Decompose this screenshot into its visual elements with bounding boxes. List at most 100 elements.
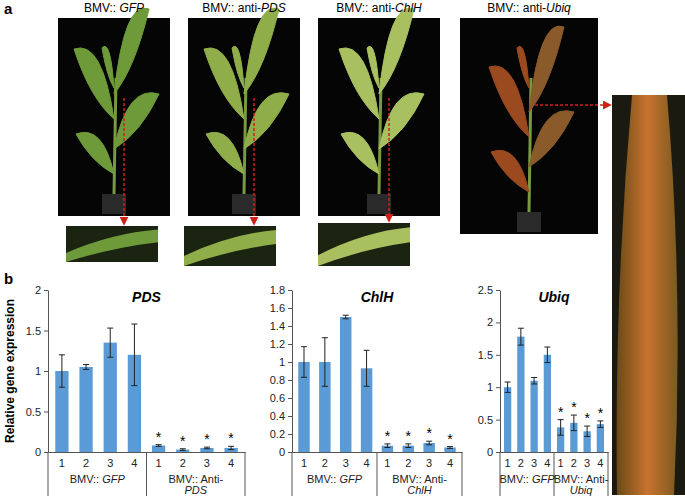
error-bar-line xyxy=(107,357,113,358)
group-separator xyxy=(292,452,293,496)
pot xyxy=(102,194,126,214)
error-bar-line xyxy=(303,347,304,378)
tick-label: 4 xyxy=(447,457,453,469)
error-bar-line xyxy=(86,365,87,370)
group-separator xyxy=(462,452,463,496)
leaf xyxy=(379,8,414,94)
stem xyxy=(379,78,381,194)
error-bar xyxy=(204,447,210,449)
error-bar-line xyxy=(384,447,390,448)
error-bar-line xyxy=(560,420,561,436)
tick-mark xyxy=(44,290,48,291)
leaf xyxy=(244,93,289,149)
error-bar-line xyxy=(59,354,65,355)
tick: 3 xyxy=(426,457,432,469)
axis-line xyxy=(48,291,49,453)
error-bar-line xyxy=(324,338,325,387)
y-axis: 00.511.522.5 xyxy=(478,284,501,458)
error-bar xyxy=(384,444,390,448)
group-label: BMV:: GFP xyxy=(499,473,555,485)
leaf xyxy=(367,46,379,88)
tick-mark xyxy=(44,452,48,453)
tick: 1 xyxy=(156,457,162,469)
error-bar-line xyxy=(534,377,535,383)
tick-label: 0.5 xyxy=(26,406,41,418)
error-bar-line xyxy=(408,444,409,448)
bar xyxy=(200,448,213,452)
stem xyxy=(114,78,116,194)
tick-label: 1 xyxy=(59,457,65,469)
tick-label: 0 xyxy=(279,446,285,458)
bar xyxy=(444,448,455,453)
error-bar-line xyxy=(587,426,588,436)
error-bar-line xyxy=(518,328,524,329)
pot xyxy=(367,194,391,214)
leaf xyxy=(341,132,379,174)
error-bar xyxy=(518,328,524,345)
photo-background xyxy=(58,18,170,216)
tick-label: 2 xyxy=(571,457,577,469)
error-bar-line xyxy=(301,377,307,378)
error-bar xyxy=(447,447,453,449)
error-bar-line xyxy=(83,364,89,365)
error-bar xyxy=(531,377,537,383)
tick: 4 xyxy=(228,457,234,469)
error-bar-line xyxy=(134,324,135,386)
error-bar-line xyxy=(322,337,328,338)
chart: ****00.20.40.60.811.21.41.61.812341234BM… xyxy=(270,284,463,496)
photo xyxy=(58,8,170,262)
tick: 3 xyxy=(531,457,537,469)
photo xyxy=(318,8,440,266)
error-bar-line xyxy=(520,328,521,345)
tick-label: 1 xyxy=(384,457,390,469)
closeup-leaf xyxy=(617,95,678,495)
error-bar-line xyxy=(429,441,430,445)
group-label: BMV:: Anti-ChlH xyxy=(392,473,447,496)
tick: 0.2 xyxy=(270,428,292,440)
error-bar-line xyxy=(180,450,186,451)
significance-label: * xyxy=(156,429,162,445)
leaf xyxy=(517,46,529,88)
tick-label: 4 xyxy=(597,457,603,469)
tick: 1 xyxy=(558,457,564,469)
tick: 1.5 xyxy=(26,325,48,337)
leaf xyxy=(491,150,529,192)
error-bar-line xyxy=(364,386,370,387)
pointer-arrow xyxy=(123,98,125,224)
leaf xyxy=(76,132,114,174)
group-label: BMV:: GFP xyxy=(70,473,126,485)
error-bar xyxy=(343,315,349,319)
tick: 0.4 xyxy=(270,410,292,422)
leaf xyxy=(529,111,574,167)
chart-title: ChlH xyxy=(361,289,395,305)
tick-mark xyxy=(496,420,500,421)
bar xyxy=(597,424,604,452)
tick-label: 1 xyxy=(301,457,307,469)
tick: 1 xyxy=(301,457,307,469)
panel-label: a xyxy=(4,0,13,17)
error-bar-line xyxy=(544,362,550,363)
y-axis-title: Relative gene expression xyxy=(3,299,17,443)
tick: 0 xyxy=(279,446,292,458)
leaf xyxy=(529,26,564,112)
tick-label: 1 xyxy=(558,457,564,469)
photo-label: BMV:: GFP xyxy=(84,1,144,15)
tick-label: 3 xyxy=(531,457,537,469)
tick: 2.5 xyxy=(478,284,500,296)
tick: 0.8 xyxy=(270,374,292,386)
group-separator xyxy=(377,452,378,496)
error-bar-line xyxy=(83,369,89,370)
tick-label: 0.4 xyxy=(270,410,285,422)
error-bar xyxy=(322,338,328,387)
inset-photo xyxy=(66,226,158,262)
significance-label: * xyxy=(204,431,210,447)
tick-label: 4 xyxy=(228,457,234,469)
significance-label: * xyxy=(584,410,590,426)
tick-label: 1.8 xyxy=(270,284,285,296)
tick: 2 xyxy=(518,457,524,469)
tick: 1.8 xyxy=(270,284,292,296)
tick: 0.5 xyxy=(478,414,500,426)
significance-label: * xyxy=(385,428,391,444)
error-bar-line xyxy=(544,347,550,348)
tick-label: 1 xyxy=(156,457,162,469)
